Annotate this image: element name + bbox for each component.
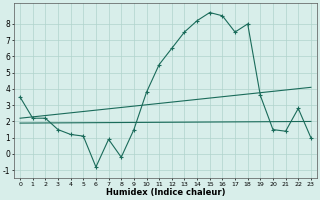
X-axis label: Humidex (Indice chaleur): Humidex (Indice chaleur): [106, 188, 225, 197]
